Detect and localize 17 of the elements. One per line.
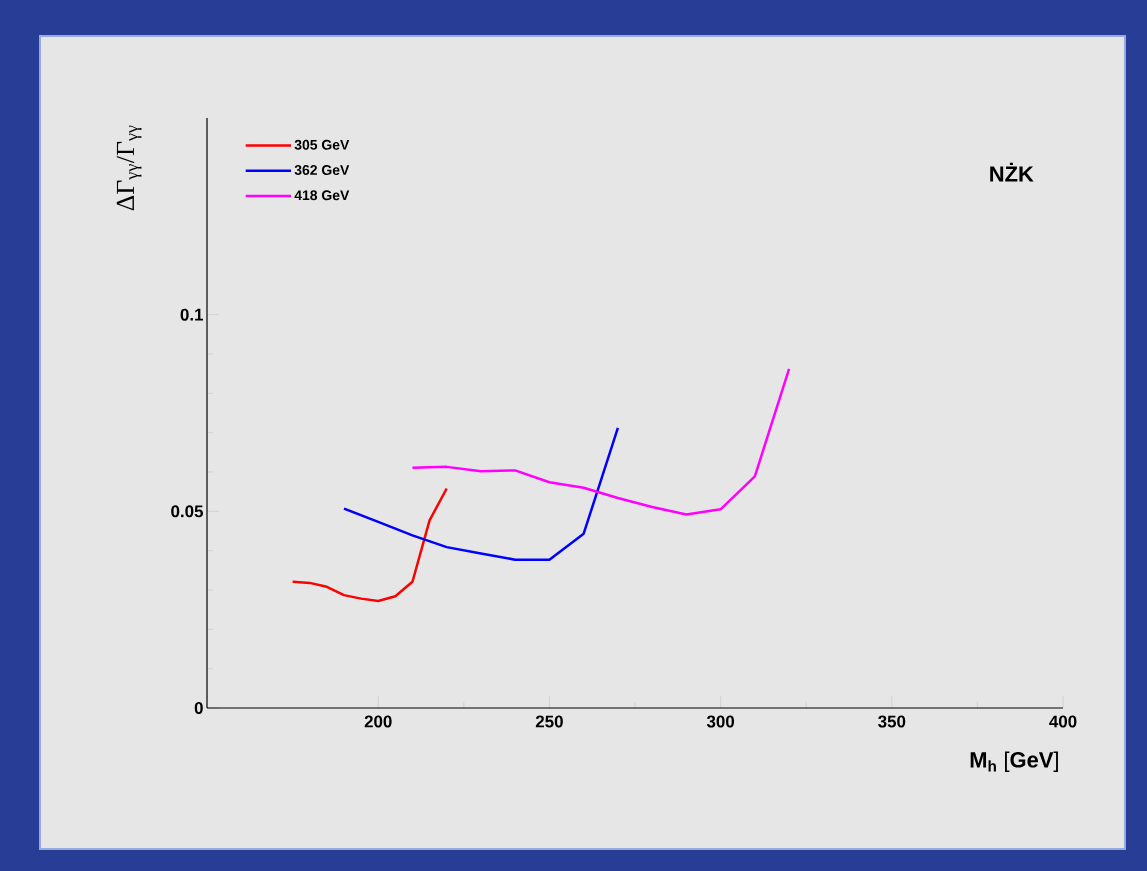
y-tick-label: 0.05 xyxy=(171,505,204,518)
annotation: NŻK xyxy=(990,162,1034,182)
legend-label: 305 GeV xyxy=(294,139,350,150)
text: M$_{h}$ [GeV] xyxy=(970,751,1058,772)
x-tick-label: 400 xyxy=(1049,715,1077,728)
x-tick-label: 200 xyxy=(364,715,392,728)
legend-label: 362 GeV xyxy=(294,165,350,175)
x-tick-label: 250 xyxy=(535,715,563,728)
line-series xyxy=(342,426,620,561)
line-series xyxy=(291,487,448,603)
line-series xyxy=(411,367,791,516)
legend-label: 418 GeV xyxy=(294,190,350,201)
y-axis-title: ΔΓ$_{γγ}$/Γ$_{γγ}$ xyxy=(116,125,142,211)
y-tick-label: 0 xyxy=(194,701,203,714)
y-tick-label: 0.1 xyxy=(180,308,204,321)
x-tick-label: 300 xyxy=(706,715,735,728)
x-tick-label: 350 xyxy=(878,715,906,728)
